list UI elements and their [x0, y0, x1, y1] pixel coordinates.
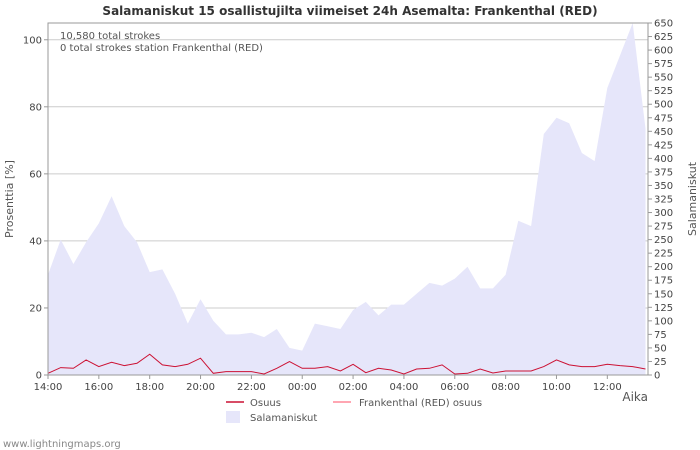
x-axis-ticks: 14:00 16:00 18:00 20:00 22:00 00:00 02:00 04:00…	[34, 375, 622, 393]
x-tick-label: 12:00	[593, 382, 622, 393]
y-right-tick-label: 200	[654, 262, 673, 273]
y-left-tick-label: 0	[36, 371, 42, 382]
y-axis-right-label: Salamaniskut	[686, 161, 699, 236]
x-tick-label: 20:00	[186, 382, 215, 393]
x-tick-label: 06:00	[440, 382, 469, 393]
x-tick-label: 16:00	[84, 382, 113, 393]
y-left-tick-label: 40	[29, 236, 42, 247]
y-right-tick-label: 325	[654, 195, 673, 206]
y-axis-left-label: Prosenttia [%]	[3, 160, 16, 238]
y-right-tick-label: 275	[654, 222, 673, 233]
y-right-tick-label: 100	[654, 316, 673, 327]
y-right-tick-label: 75	[654, 330, 667, 341]
x-axis-label: Aika	[622, 390, 648, 404]
plot-area	[47, 22, 649, 376]
y-right-tick-label: 50	[654, 343, 667, 354]
osuus-line	[47, 353, 646, 375]
y-right-tick-label: 0	[654, 371, 660, 382]
y-right-tick-label: 125	[654, 303, 673, 314]
y-right-tick-label: 650	[654, 19, 673, 30]
legend-osuus-label: Osuus	[250, 398, 281, 409]
x-tick-label: 22:00	[237, 382, 266, 393]
y-axis-right-ticks: 0 25 50 75 100 125 150 175 200 225 250 275 300 325 350…	[648, 19, 673, 382]
y-left-tick-label: 60	[29, 169, 42, 180]
y-right-tick-label: 175	[654, 276, 673, 287]
strokes-area	[48, 23, 646, 375]
annotation-station: 0 total strokes station Frankenthal (RED…	[60, 43, 263, 54]
y-right-tick-label: 600	[654, 46, 673, 57]
annotation-total: 10,580 total strokes	[60, 31, 160, 42]
y-right-tick-label: 525	[654, 86, 673, 97]
y-left-tick-label: 20	[29, 303, 42, 314]
x-tick-label: 00:00	[288, 382, 317, 393]
y-right-tick-label: 450	[654, 127, 673, 138]
y-right-tick-label: 475	[654, 113, 673, 124]
y-left-tick-label: 100	[23, 35, 42, 46]
legend-station-label: Frankenthal (RED) osuus	[359, 398, 482, 409]
y-right-tick-label: 400	[654, 154, 673, 165]
legend-strokes-label: Salamaniskut	[250, 413, 317, 424]
legend: Osuus Frankenthal (RED) osuus Salamanisk…	[226, 398, 482, 424]
x-tick-label: 14:00	[34, 382, 63, 393]
legend-strokes-swatch	[226, 411, 240, 423]
y-axis-left-ticks: 0 20 40 60 80 100	[23, 35, 48, 382]
footer-credit: www.lightningmaps.org	[3, 439, 121, 450]
y-right-tick-label: 350	[654, 181, 673, 192]
y-right-tick-label: 500	[654, 100, 673, 111]
y-left-tick-label: 80	[29, 102, 42, 113]
y-right-tick-label: 300	[654, 208, 673, 219]
x-tick-label: 02:00	[339, 382, 368, 393]
x-tick-label: 10:00	[542, 382, 571, 393]
y-right-tick-label: 150	[654, 289, 673, 300]
chart-title: Salamaniskut 15 osallistujilta viimeiset…	[102, 4, 597, 18]
y-right-tick-label: 25	[654, 357, 667, 368]
y-right-tick-label: 375	[654, 167, 673, 178]
y-right-tick-label: 575	[654, 59, 673, 70]
y-right-tick-label: 625	[654, 32, 673, 43]
y-right-tick-label: 225	[654, 249, 673, 260]
y-right-tick-label: 550	[654, 73, 673, 84]
x-tick-label: 18:00	[135, 382, 164, 393]
y-right-tick-label: 250	[654, 235, 673, 246]
x-tick-label: 08:00	[491, 382, 520, 393]
y-right-tick-label: 425	[654, 140, 673, 151]
x-tick-label: 04:00	[390, 382, 419, 393]
